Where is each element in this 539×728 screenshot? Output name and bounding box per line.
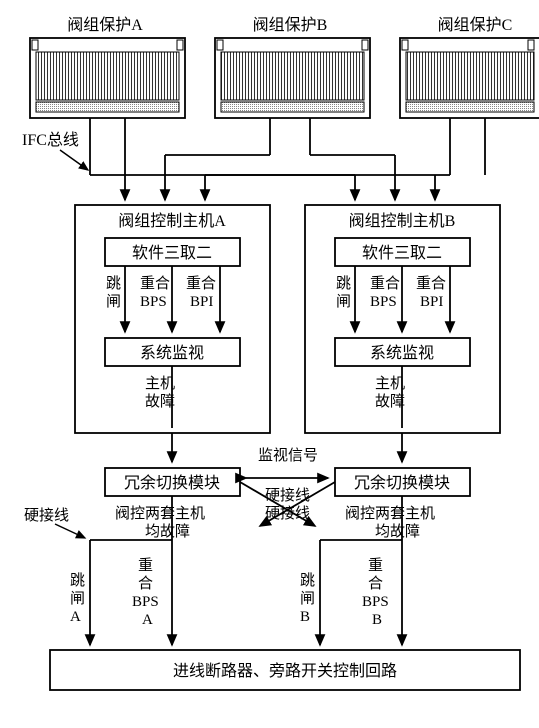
- svg-text:A: A: [70, 609, 81, 625]
- host-b-software: 软件三取二: [362, 244, 442, 262]
- rack-a: [30, 38, 185, 118]
- svg-text:故障: 故障: [145, 392, 175, 410]
- bpi-label-a: 重合: [186, 275, 216, 292]
- svg-text:B: B: [300, 609, 310, 625]
- svg-text:闸: 闸: [300, 590, 315, 607]
- svg-text:合: 合: [138, 575, 153, 592]
- svg-text:BPI: BPI: [420, 294, 443, 310]
- svg-text:均故障: 均故障: [145, 522, 190, 540]
- protection-c-label: 阀组保护C: [438, 16, 513, 34]
- ifc-bus-label: IFC总线: [22, 131, 79, 149]
- svg-text:重合: 重合: [370, 275, 400, 292]
- trip-label-a: 跳: [106, 275, 121, 292]
- trip-a: 跳: [70, 572, 85, 589]
- rack-c: [400, 38, 539, 118]
- host-a-title: 阀组控制主机A: [118, 212, 226, 230]
- svg-text:B: B: [372, 612, 382, 628]
- both-fault-b: 阀控两套主机: [345, 505, 435, 522]
- host-a-software: 软件三取二: [132, 244, 212, 262]
- redundancy-b: 冗余切换模块: [354, 473, 450, 492]
- svg-text:BPI: BPI: [190, 294, 213, 310]
- svg-text:主机: 主机: [375, 375, 405, 392]
- trip-b: 跳: [300, 572, 315, 589]
- svg-text:BPS: BPS: [362, 594, 389, 610]
- redundancy-a: 冗余切换模块: [124, 473, 220, 492]
- svg-text:均故障: 均故障: [375, 522, 420, 540]
- host-a-monitor: 系统监视: [140, 344, 204, 362]
- host-b-title: 阀组控制主机B: [349, 212, 456, 230]
- protection-a-label: 阀组保护A: [67, 16, 143, 34]
- svg-text:BPS: BPS: [370, 294, 397, 310]
- protection-b-label: 阀组保护B: [253, 16, 328, 34]
- monitor-signal: 监视信号: [258, 447, 318, 464]
- host-b-monitor: 系统监视: [370, 344, 434, 362]
- hostfault-a: 主机: [145, 375, 175, 392]
- bps-label-a: 重合: [140, 275, 170, 292]
- output-label: 进线断路器、旁路开关控制回路: [173, 662, 397, 680]
- svg-text:跳: 跳: [336, 275, 351, 292]
- svg-text:闸: 闸: [70, 590, 85, 607]
- svg-text:闸: 闸: [336, 293, 351, 310]
- hardwire-label: 硬接线: [24, 507, 69, 524]
- bps-b: 重: [368, 557, 383, 574]
- both-fault-a: 阀控两套主机: [115, 505, 205, 522]
- svg-text:合: 合: [368, 575, 383, 592]
- bps-a: 重: [138, 557, 153, 574]
- svg-text:A: A: [142, 612, 153, 628]
- svg-text:闸: 闸: [106, 293, 121, 310]
- svg-text:BPS: BPS: [140, 294, 167, 310]
- svg-text:BPS: BPS: [132, 594, 159, 610]
- svg-text:故障: 故障: [375, 392, 405, 410]
- rack-b: [215, 38, 370, 118]
- svg-text:重合: 重合: [416, 275, 446, 292]
